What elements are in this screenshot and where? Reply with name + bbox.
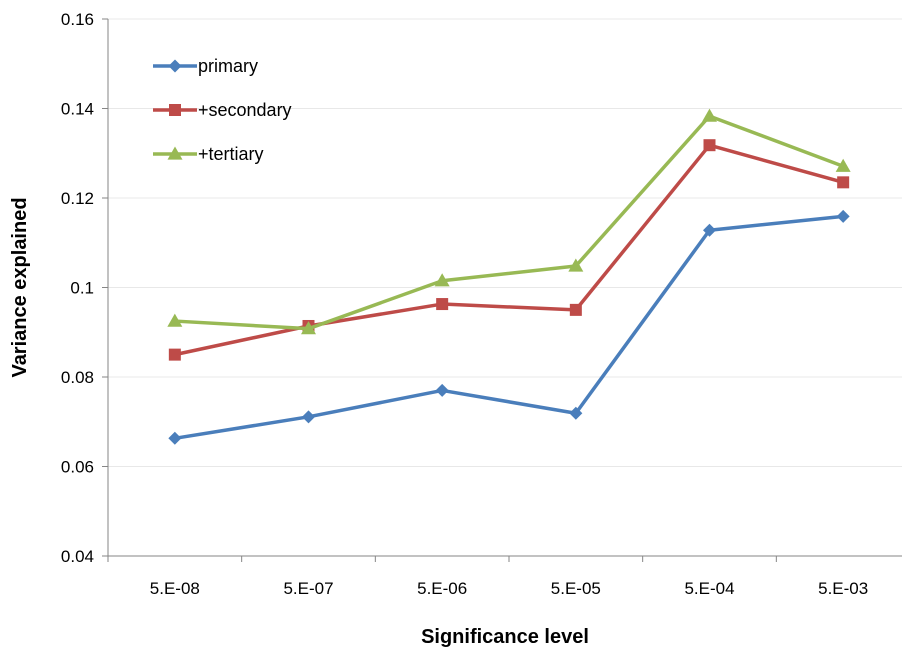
diamond-marker (302, 410, 315, 424)
x-tick-label: 5.E-05 (551, 579, 601, 598)
square-marker (436, 298, 449, 311)
y-tick-label: 0.16 (61, 10, 94, 29)
y-tick-labels: 0.04 0.06 0.08 0.1 0.12 0.14 0.16 (61, 10, 94, 566)
legend-label: +tertiary (198, 144, 264, 164)
y-tick-label: 0.1 (70, 279, 94, 298)
gridlines (102, 18, 902, 562)
triangle-marker (301, 321, 316, 335)
diamond-marker (569, 406, 583, 420)
series-square (168, 139, 850, 361)
x-axis-title: Significance level (421, 626, 589, 648)
y-tick-label: 0.06 (61, 458, 94, 477)
series-line (174, 214, 844, 441)
square-marker (169, 104, 181, 116)
y-tick-label: 0.14 (61, 100, 94, 119)
diamond-marker (703, 223, 716, 237)
triangle-marker (167, 313, 183, 327)
x-tick-labels: 5.E-08 5.E-07 5.E-06 5.E-05 5.E-04 5.E-03 (150, 579, 868, 598)
square-marker (703, 139, 716, 152)
legend-item: primary (153, 56, 258, 76)
legend-item: +secondary (153, 100, 292, 120)
triangle-marker (835, 158, 851, 172)
legend-label: primary (198, 56, 258, 76)
x-tick-label: 5.E-08 (150, 579, 200, 598)
series-line (174, 114, 844, 331)
axes (107, 19, 902, 557)
y-tick-label: 0.04 (61, 547, 94, 566)
y-axis-title: Variance explained (9, 197, 31, 377)
y-tick-label: 0.08 (61, 368, 94, 387)
x-tick-label: 5.E-04 (684, 579, 734, 598)
series (167, 108, 851, 445)
square-marker (837, 176, 850, 189)
triangle-marker (568, 258, 584, 272)
legend: primary +secondary +tertiary (153, 56, 292, 164)
y-tick-label: 0.12 (61, 189, 94, 208)
diamond-marker (168, 431, 182, 445)
series-diamond (168, 209, 850, 445)
legend-item: +tertiary (153, 144, 264, 164)
x-tick-label: 5.E-06 (417, 579, 467, 598)
diamond-marker (435, 383, 449, 397)
square-marker (569, 303, 582, 316)
diamond-marker (168, 59, 182, 73)
square-marker (168, 348, 181, 361)
x-tick-label: 5.E-03 (818, 579, 868, 598)
diamond-marker (836, 209, 850, 223)
series-line (174, 143, 844, 357)
legend-label: +secondary (198, 100, 292, 120)
x-tick-label: 5.E-07 (283, 579, 333, 598)
triangle-marker (434, 273, 450, 287)
triangle-marker (167, 146, 183, 160)
triangle-marker (702, 108, 717, 122)
series-triangle (167, 108, 851, 335)
